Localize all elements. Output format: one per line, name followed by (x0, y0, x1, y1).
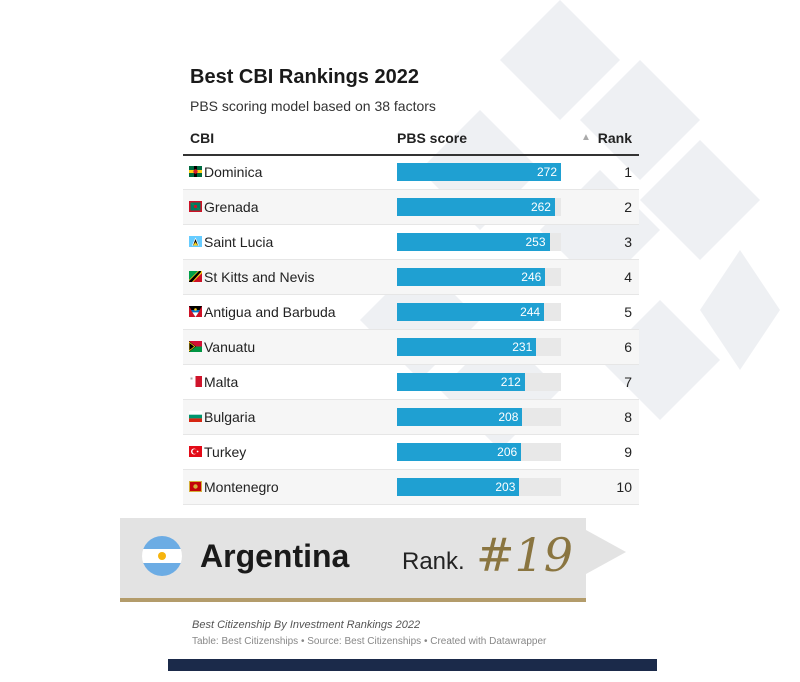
sun-icon (158, 552, 166, 560)
score-bar: 212 (397, 373, 525, 391)
rank-value: 2 (624, 199, 632, 215)
rank-value: 9 (624, 444, 632, 460)
rank-value: 7 (624, 374, 632, 390)
country-name: Montenegro (204, 479, 279, 495)
score-track: 246 (397, 268, 561, 286)
score-track: 203 (397, 478, 561, 496)
country-name: Turkey (204, 444, 247, 460)
footer-title: Best Citizenship By Investment Rankings … (192, 619, 421, 631)
score-bar: 253 (397, 233, 550, 251)
rank-value: 3 (624, 234, 632, 250)
chart-subtitle: PBS scoring model based on 38 factors (190, 98, 436, 114)
score-value: 253 (525, 235, 546, 249)
country-name: Bulgaria (204, 409, 256, 425)
grenada-flag-icon (189, 201, 202, 212)
bulgaria-flag-icon (189, 411, 202, 422)
score-value: 272 (536, 165, 557, 179)
rank-value: 5 (624, 304, 632, 320)
table-row: Bulgaria 208 8 (183, 400, 639, 435)
column-header-rank[interactable]: Rank (597, 130, 632, 146)
table-row: Montenegro 203 10 (183, 470, 639, 505)
score-track: 231 (397, 338, 561, 356)
highlight-rank-label: Rank. (402, 548, 465, 575)
score-track: 244 (397, 303, 561, 321)
footer-bar (168, 659, 657, 671)
sort-arrow-icon[interactable]: ▲ (581, 132, 591, 143)
table-header: CBI PBS score ▲ Rank (183, 128, 639, 156)
column-header-score[interactable]: PBS score (397, 130, 468, 146)
table-row: Vanuatu 231 6 (183, 330, 639, 365)
country-name: St Kitts and Nevis (204, 269, 315, 285)
score-value: 246 (521, 270, 542, 284)
country-name: Dominica (204, 164, 263, 180)
score-track: 212 (397, 373, 561, 391)
score-value: 262 (530, 200, 551, 214)
antigua-flag-icon (189, 306, 202, 317)
score-track: 272 (397, 163, 561, 181)
country-name: Vanuatu (204, 339, 256, 355)
score-track: 208 (397, 408, 561, 426)
score-bar: 244 (397, 303, 545, 321)
rank-value: 1 (624, 164, 632, 180)
score-value: 203 (495, 480, 516, 494)
score-bar: 272 (397, 163, 561, 181)
rank-value: 6 (624, 339, 632, 355)
score-bar: 206 (397, 443, 522, 461)
country-name: Malta (204, 374, 239, 390)
score-track: 262 (397, 198, 561, 216)
score-bar: 208 (397, 408, 523, 426)
saint-lucia-flag-icon (189, 236, 202, 247)
score-value: 208 (498, 410, 519, 424)
country-name: Antigua and Barbuda (204, 304, 336, 320)
rank-value: 10 (616, 479, 632, 495)
score-bar: 246 (397, 268, 546, 286)
table-row: Saint Lucia 253 3 (183, 225, 639, 260)
score-value: 231 (512, 340, 533, 354)
score-bar: 231 (397, 338, 537, 356)
table-row: Dominica 272 1 (183, 155, 639, 190)
score-track: 206 (397, 443, 561, 461)
malta-flag-icon (189, 376, 202, 387)
table-row: Grenada 262 2 (183, 190, 639, 225)
score-bar: 203 (397, 478, 520, 496)
rank-value: 8 (624, 409, 632, 425)
country-name: Saint Lucia (204, 234, 274, 250)
rankings-table: Dominica 272 1 Grenada 262 2 Saint Lucia… (183, 155, 639, 505)
rank-value: 4 (624, 269, 632, 285)
highlight-country: Argentina (200, 538, 350, 574)
table-row: St Kitts and Nevis 246 4 (183, 260, 639, 295)
score-value: 212 (500, 375, 521, 389)
table-row: Turkey 206 9 (183, 435, 639, 470)
country-name: Grenada (204, 199, 259, 215)
column-header-cbi[interactable]: CBI (190, 130, 215, 146)
montenegro-flag-icon (189, 481, 202, 492)
turkey-flag-icon (189, 446, 202, 457)
score-value: 244 (520, 305, 541, 319)
score-value: 206 (497, 445, 518, 459)
chart-title: Best CBI Rankings 2022 (190, 66, 419, 88)
argentina-flag-icon (142, 536, 182, 576)
st-kitts-flag-icon (189, 271, 202, 282)
score-bar: 262 (397, 198, 555, 216)
footer-source: Table: Best Citizenships • Source: Best … (192, 636, 547, 647)
banner-tail (586, 530, 626, 574)
highlight-banner: Argentina Rank. #19 (120, 518, 586, 602)
highlight-rank-value: #19 (476, 528, 574, 582)
vanuatu-flag-icon (189, 341, 202, 352)
score-track: 253 (397, 233, 561, 251)
table-row: Antigua and Barbuda 244 5 (183, 295, 639, 330)
table-row: Malta 212 7 (183, 365, 639, 400)
dominica-flag-icon (189, 166, 202, 177)
